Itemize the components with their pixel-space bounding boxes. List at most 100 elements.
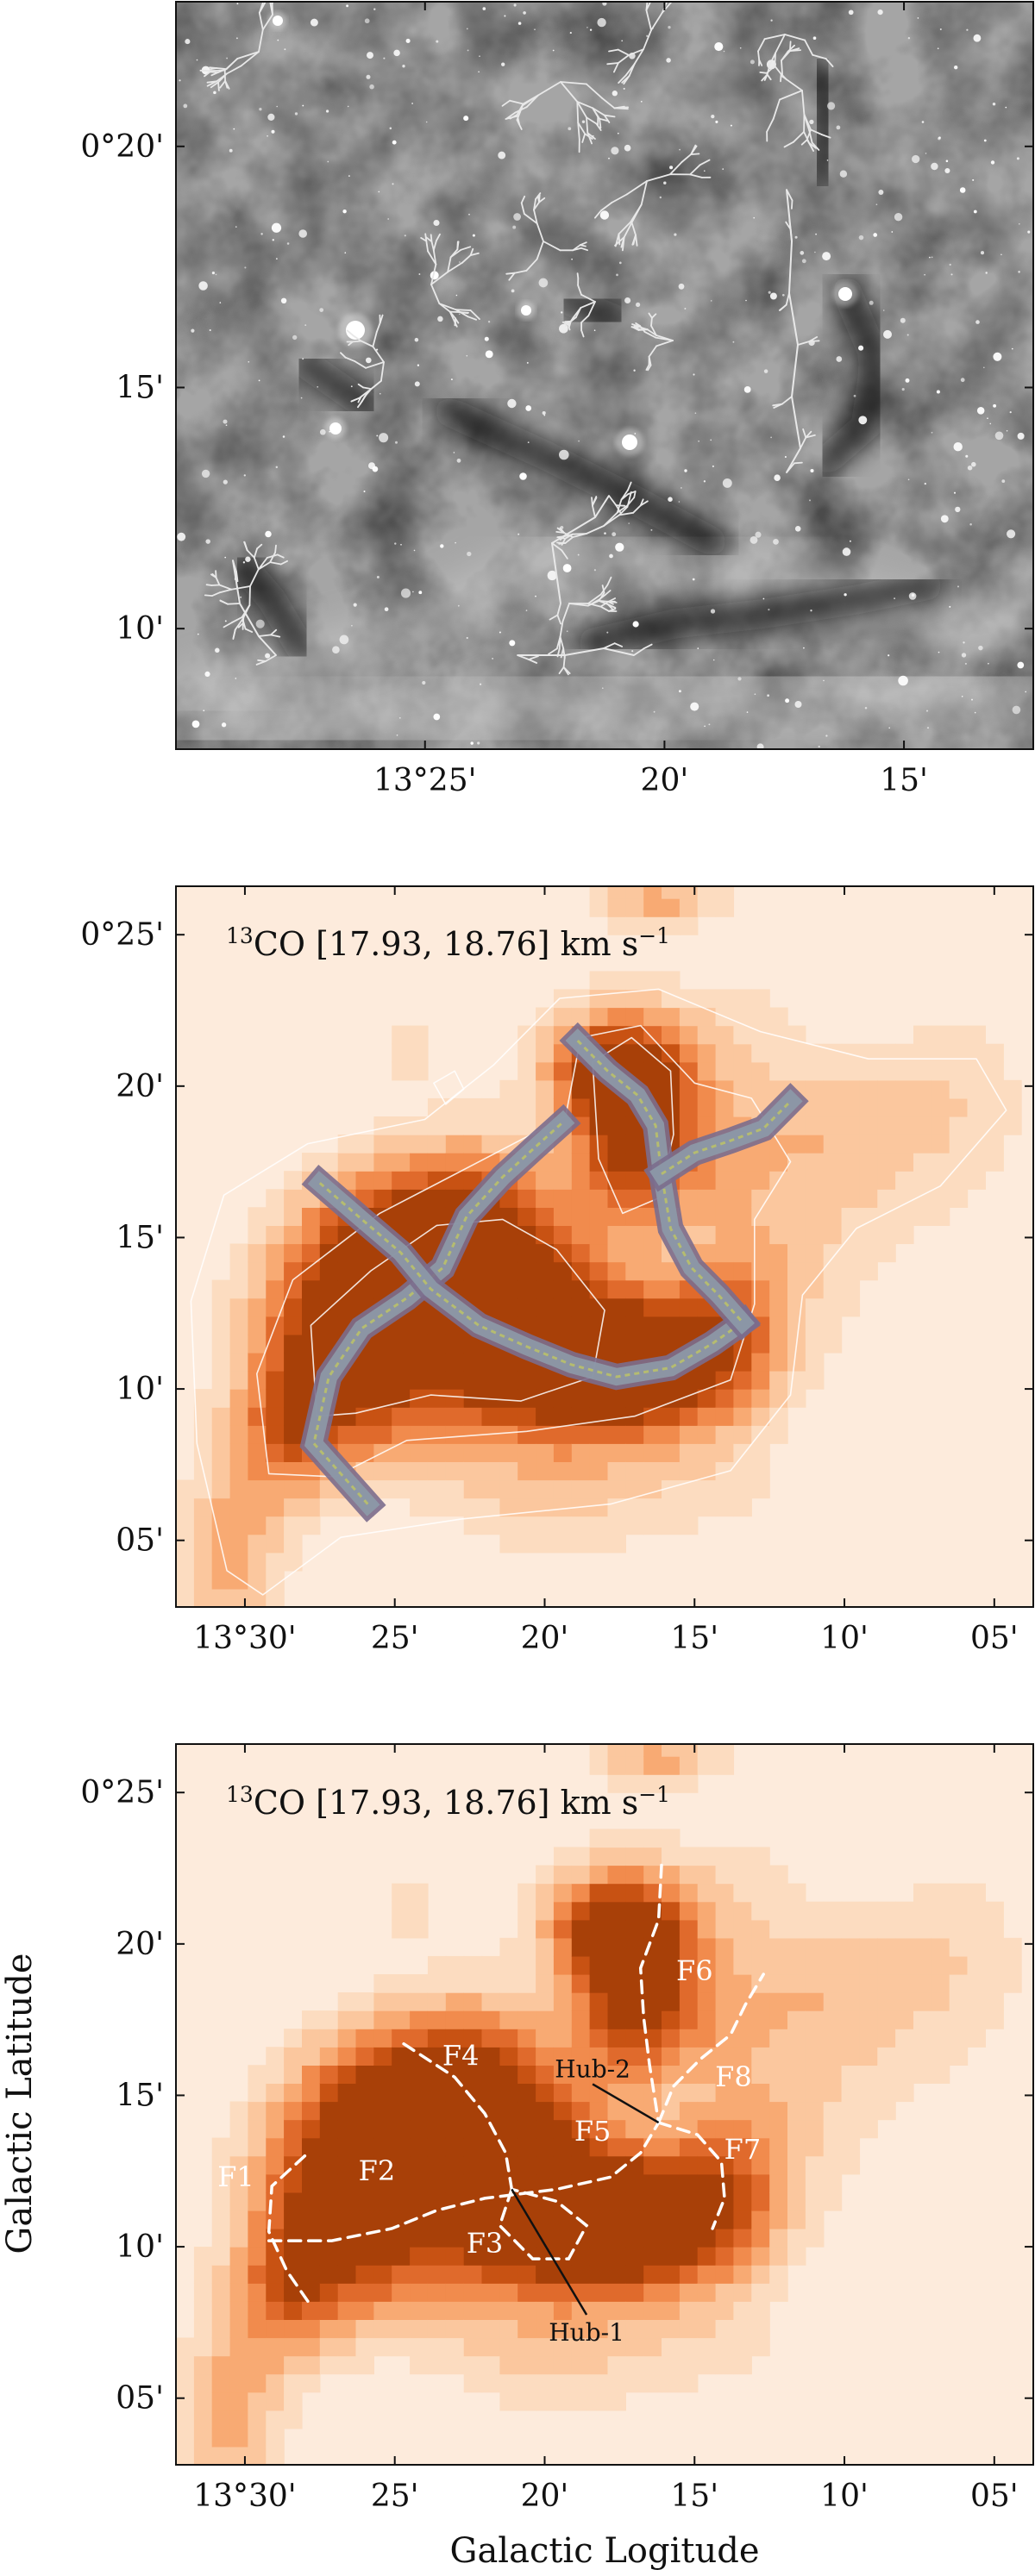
emission-pixel (284, 2319, 303, 2339)
skeleton-spine (518, 647, 635, 656)
emission-pixel (427, 2265, 447, 2284)
emission-pixel (643, 916, 662, 935)
skeleton-branch (618, 233, 621, 246)
emission-pixel (643, 2337, 662, 2357)
emission-pixel (985, 1919, 1004, 1939)
star (229, 148, 233, 153)
emission-pixel (733, 1261, 752, 1281)
emission-pixel (481, 2210, 500, 2229)
emission-pixel (895, 2065, 914, 2084)
emission-pixel (823, 2173, 843, 2193)
emission-pixel (536, 1479, 555, 1499)
emission-pixel (302, 2301, 321, 2320)
emission-pixel (284, 1207, 303, 1226)
dark-dust-lane (803, 54, 843, 191)
emission-pixel (662, 2373, 681, 2393)
star (302, 104, 304, 107)
star (964, 662, 967, 665)
emission-pixel (176, 2392, 195, 2411)
skeleton-branch (256, 543, 263, 550)
emission-pixel (805, 2029, 825, 2048)
emission-pixel (481, 1389, 500, 1408)
emission-pixel (733, 2173, 752, 2193)
emission-pixel (662, 2229, 681, 2248)
star (223, 479, 228, 485)
star (413, 549, 416, 552)
emission-pixel (355, 2065, 374, 2084)
emission-pixel (373, 2083, 392, 2103)
emission-pixel (481, 2373, 500, 2393)
emission-pixel (787, 2029, 806, 2048)
emission-pixel (697, 2010, 717, 2029)
emission-pixel (715, 1043, 735, 1063)
emission-pixel (913, 1883, 932, 1903)
emission-pixel (248, 1389, 267, 1408)
skeleton-branch (555, 531, 565, 534)
emission-pixel (697, 2083, 717, 2103)
skeleton-branch (269, 628, 278, 636)
emission-pixel (697, 2047, 717, 2066)
emission-pixel (841, 2083, 861, 2103)
star (394, 542, 397, 545)
emission-pixel (427, 1389, 447, 1408)
emission-pixel (643, 1334, 662, 1354)
emission-pixel (229, 1534, 249, 1554)
emission-pixel (805, 2101, 825, 2121)
emission-pixel (643, 2247, 662, 2266)
emission-pixel (1003, 1116, 1022, 1135)
emission-pixel (859, 1261, 878, 1281)
emission-pixel (410, 1171, 429, 1190)
emission-pixel (410, 2029, 429, 2048)
emission-pixel (571, 1207, 591, 1226)
emission-pixel (607, 1189, 626, 1208)
emission-pixel (176, 2337, 195, 2357)
skeleton-branch (346, 329, 354, 337)
emission-pixel (751, 1407, 770, 1426)
emission-pixel (266, 1479, 285, 1499)
emission-pixel (985, 1061, 1004, 1081)
star (185, 39, 191, 45)
emission-pixel (859, 1135, 878, 1154)
skeleton-branch (269, 634, 281, 638)
star (611, 147, 619, 155)
emission-pixel (679, 1847, 699, 1866)
emission-pixel (662, 1955, 681, 1975)
emission-pixel (284, 1461, 303, 1481)
star (1001, 479, 1006, 483)
emission-pixel (841, 1171, 861, 1190)
skeleton-branch (561, 549, 568, 560)
emission-pixel (229, 1279, 249, 1299)
emission-pixel (733, 2083, 752, 2103)
emission-pixel (445, 1955, 465, 1975)
emission-pixel (733, 2010, 752, 2029)
emission-pixel (859, 1171, 878, 1190)
emission-pixel (463, 1116, 483, 1135)
emission-pixel (536, 2047, 555, 2066)
emission-pixel (769, 2210, 788, 2229)
star (1018, 271, 1020, 273)
star (983, 366, 985, 369)
star (950, 273, 953, 276)
emission-pixel (931, 2029, 950, 2048)
emission-pixel (607, 1116, 626, 1135)
emission-pixel (823, 2083, 843, 2103)
emission-pixel (589, 1919, 609, 1939)
emission-pixel (769, 2247, 788, 2266)
emission-pixel (553, 2010, 573, 2029)
filament-f1 (267, 2154, 310, 2304)
skeleton-branch (258, 634, 272, 637)
star (668, 26, 671, 29)
skeleton-branch (618, 511, 634, 516)
emission-pixel (679, 1756, 699, 1775)
emission-pixel (895, 1061, 914, 1081)
skeleton-branch (600, 202, 613, 212)
star (519, 472, 527, 480)
emission-pixel (302, 1225, 321, 1245)
emission-pixel (481, 2065, 500, 2084)
skeleton-branch (601, 97, 616, 109)
star (433, 219, 440, 227)
emission-pixel (769, 2265, 788, 2284)
emission-pixel (229, 2283, 249, 2302)
emission-pixel (211, 1479, 231, 1499)
emission-pixel (643, 1756, 662, 1775)
